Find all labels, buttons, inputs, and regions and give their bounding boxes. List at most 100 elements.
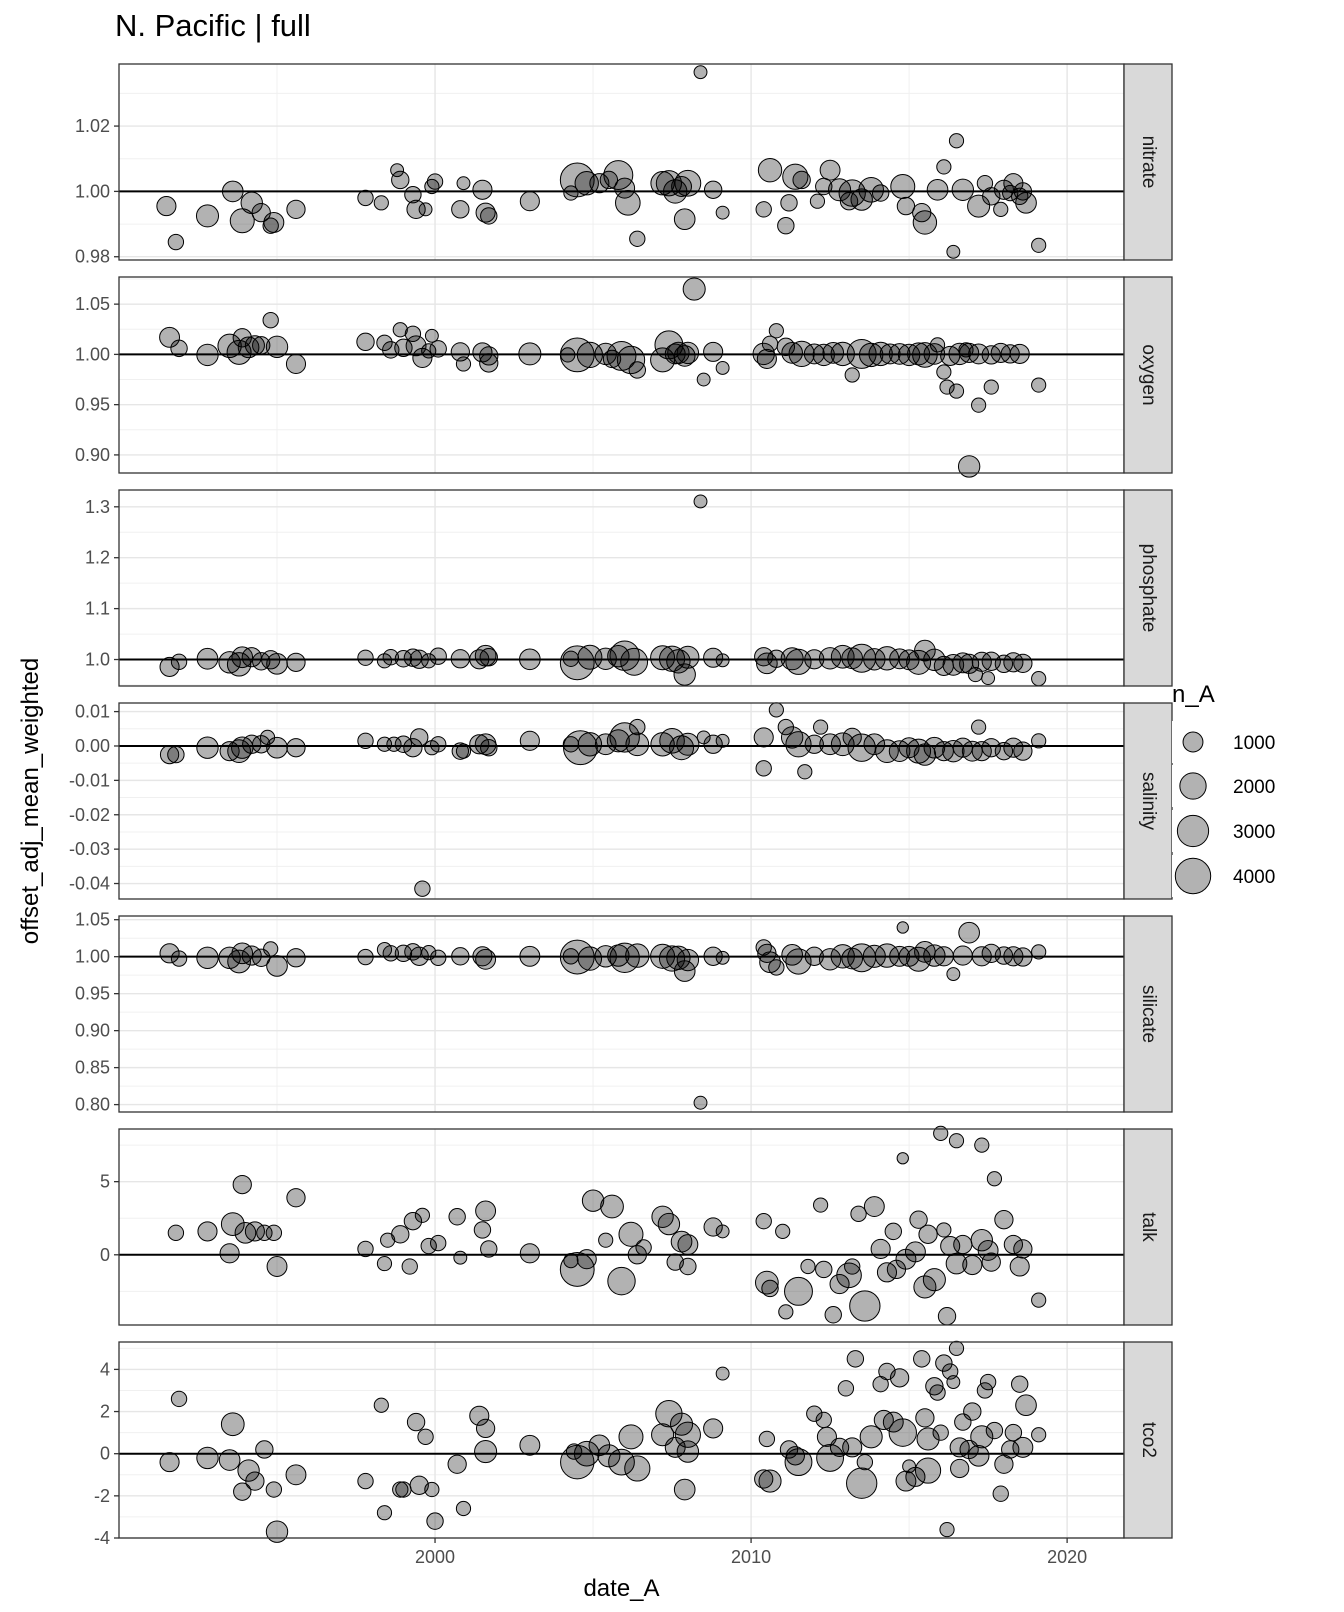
y-tick-label: 1.2 [85,548,110,568]
data-point [657,1212,681,1236]
data-point [1003,1234,1024,1255]
data-point [608,1448,635,1476]
data-point [519,191,540,212]
y-tick-label: 0 [100,1245,110,1265]
data-point [380,1232,396,1248]
data-point [455,1500,472,1517]
data-point [844,367,860,383]
data-point [196,647,219,670]
data-point [970,1228,993,1252]
data-point [816,1426,837,1447]
data-point [936,364,952,380]
data-point [430,736,447,753]
data-point [518,342,542,366]
data-point [263,211,285,233]
data-point [813,1197,829,1213]
data-point [404,325,422,342]
data-point [933,1125,949,1141]
data-point [409,1475,429,1495]
data-point [967,1444,990,1467]
data-point [1031,944,1047,960]
data-point [266,955,288,977]
data-point [159,656,180,677]
data-point [666,945,691,970]
data-point [935,1354,953,1372]
data-point [842,1437,863,1458]
data-point [895,1470,917,1492]
panel-background [119,277,1124,473]
data-point [479,353,499,373]
data-point [447,1454,467,1474]
data-point [609,722,640,753]
data-point [394,338,413,358]
data-point [577,732,603,757]
data-point [602,349,622,369]
data-point [676,732,700,756]
data-point [266,653,288,675]
data-point [221,180,244,203]
data-point [357,732,374,750]
y-tick-label: 1.00 [75,344,110,364]
data-point [676,1440,700,1463]
data-point [922,1268,946,1292]
data-point [715,205,730,220]
data-point [424,178,440,195]
data-point [673,208,696,230]
data-point [373,195,389,211]
data-point [451,947,470,966]
data-point [756,348,777,369]
data-point [232,1174,252,1195]
data-point [971,719,987,735]
data-point [912,210,938,235]
data-point [932,1424,949,1441]
data-point [896,921,909,934]
data-point [519,1434,541,1456]
data-point [768,323,784,339]
data-point [167,1224,185,1242]
facet-strip-label: phosphate [1138,544,1159,633]
facet-strip [1123,1128,1173,1326]
data-point [357,1240,374,1258]
data-point [357,189,374,207]
data-point [1001,1440,1020,1459]
data-point [778,1304,794,1320]
data-point [837,1380,855,1397]
legend-label: 3000 [1233,822,1275,843]
data-point [904,1241,926,1263]
data-point [237,336,260,359]
x-tick-label: 2010 [731,1547,771,1567]
data-point [761,335,779,353]
y-tick-label: 0.95 [75,395,110,415]
legend-point [1176,814,1210,848]
data-point [418,202,433,217]
panel-background [119,490,1124,686]
data-point [890,173,916,200]
data-point [421,653,437,669]
data-point [266,1256,288,1277]
data-point [703,341,724,362]
data-point [197,1221,218,1242]
data-point [715,361,730,375]
data-point [849,1290,881,1322]
data-point [519,730,540,751]
data-point [888,1418,917,1447]
data-point [703,946,723,966]
data-point [159,1452,180,1473]
y-tick-label: 1.00 [75,947,110,967]
data-point [1015,1394,1037,1417]
data-point [976,1382,994,1399]
data-point [628,361,647,379]
legend-label: 4000 [1233,867,1275,888]
data-point [559,939,595,975]
data-point [958,921,980,944]
data-point [600,1194,624,1219]
data-point [755,1212,772,1230]
data-point [196,1446,219,1470]
data-point [167,745,185,764]
y-tick-label: 1.0 [85,650,110,670]
data-point [819,159,841,181]
legend-label: 1000 [1233,733,1275,754]
data-point [414,1207,430,1223]
data-point [888,343,911,365]
data-point [982,187,1001,206]
